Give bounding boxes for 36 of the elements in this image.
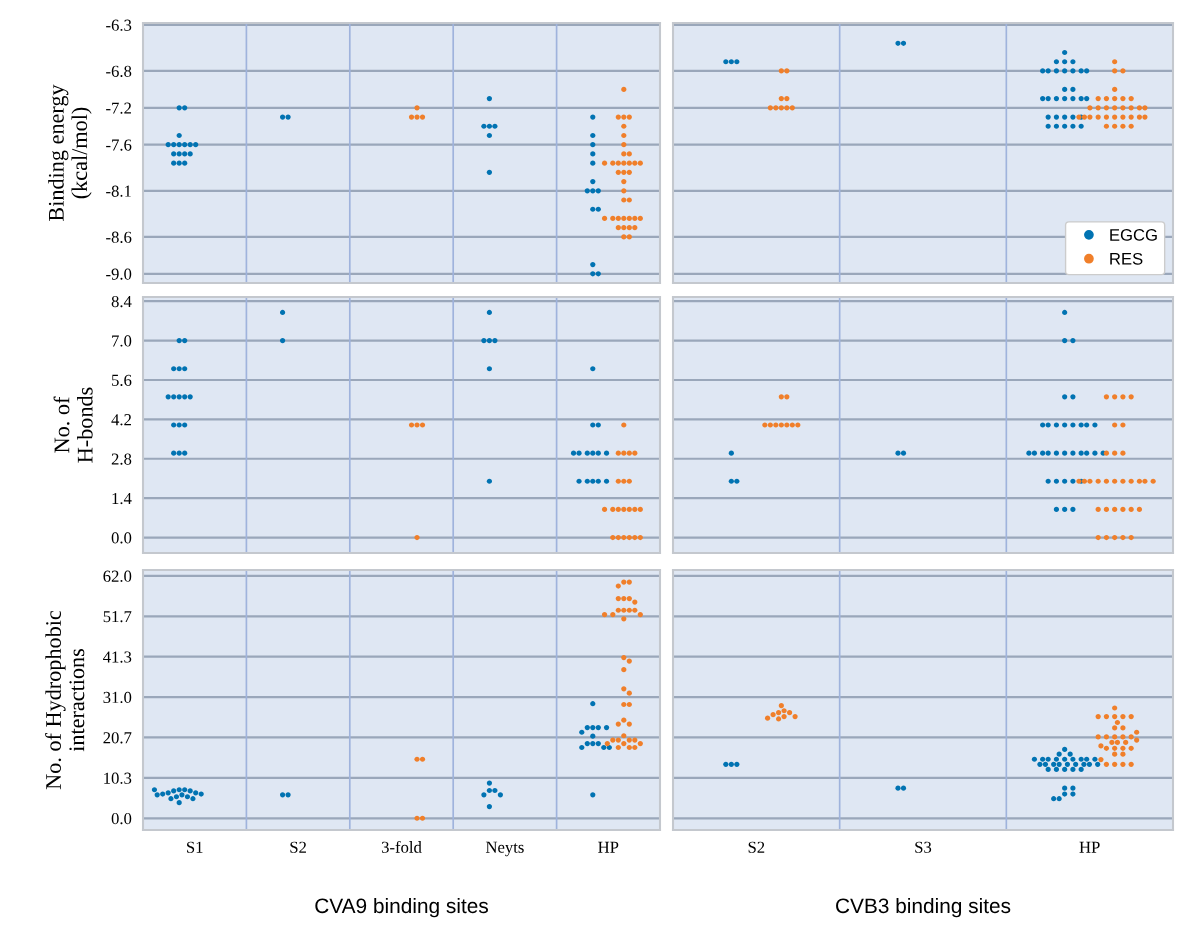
y-axis-title: Binding energy (kcal/mol) (48, 84, 92, 221)
x-tick-label: S3 (915, 841, 932, 853)
y-tick-label: -7.6 (106, 139, 132, 151)
y-tick-label: 51.7 (103, 611, 132, 623)
y-tick-label: 31.0 (103, 691, 132, 704)
y-tick-label: -6.8 (106, 65, 132, 77)
y-tick-label: -6.3 (106, 19, 132, 31)
legend-label: RES (1110, 252, 1143, 265)
x-tick-label: S2 (748, 841, 765, 853)
y-tick-label: -9.0 (106, 268, 132, 280)
x-tick-label: S1 (187, 841, 203, 853)
y-tick-label: 1.4 (112, 492, 132, 505)
x-tick-label: HP (598, 841, 619, 853)
y-tick-label: 20.7 (103, 732, 132, 744)
y-tick-label: -8.6 (106, 231, 132, 243)
x-tick-label: Neyts (485, 841, 524, 857)
y-tick-label: -7.2 (106, 102, 131, 114)
x-tick-label: S2 (290, 841, 306, 853)
y-tick-label: 0.0 (111, 812, 132, 825)
y-axis-title: No. of H-bonds (53, 387, 93, 463)
y-tick-label: 41.3 (103, 651, 132, 663)
y-tick-label: 2.8 (111, 453, 132, 465)
x-axis-title: CVB3 binding sites (836, 897, 1011, 918)
legend-label: EGCG (1110, 229, 1157, 241)
x-tick-label: 3-fold (381, 840, 422, 853)
y-tick-label: 62.0 (103, 570, 132, 582)
y-axis-title: No. of Hydrophobic interactions (45, 610, 85, 790)
y-tick-label: 0.0 (111, 532, 132, 544)
y-tick-label: 10.3 (104, 772, 132, 784)
y-tick-label: -8.1 (106, 185, 131, 197)
y-tick-label: 7.0 (112, 335, 132, 347)
y-tick-label: 5.6 (112, 374, 132, 387)
y-tick-label: 8.4 (111, 295, 132, 308)
x-tick-label: HP (1079, 841, 1100, 853)
y-tick-label: 4.2 (111, 414, 131, 426)
x-axis-title: CVA9 binding sites (315, 897, 488, 918)
